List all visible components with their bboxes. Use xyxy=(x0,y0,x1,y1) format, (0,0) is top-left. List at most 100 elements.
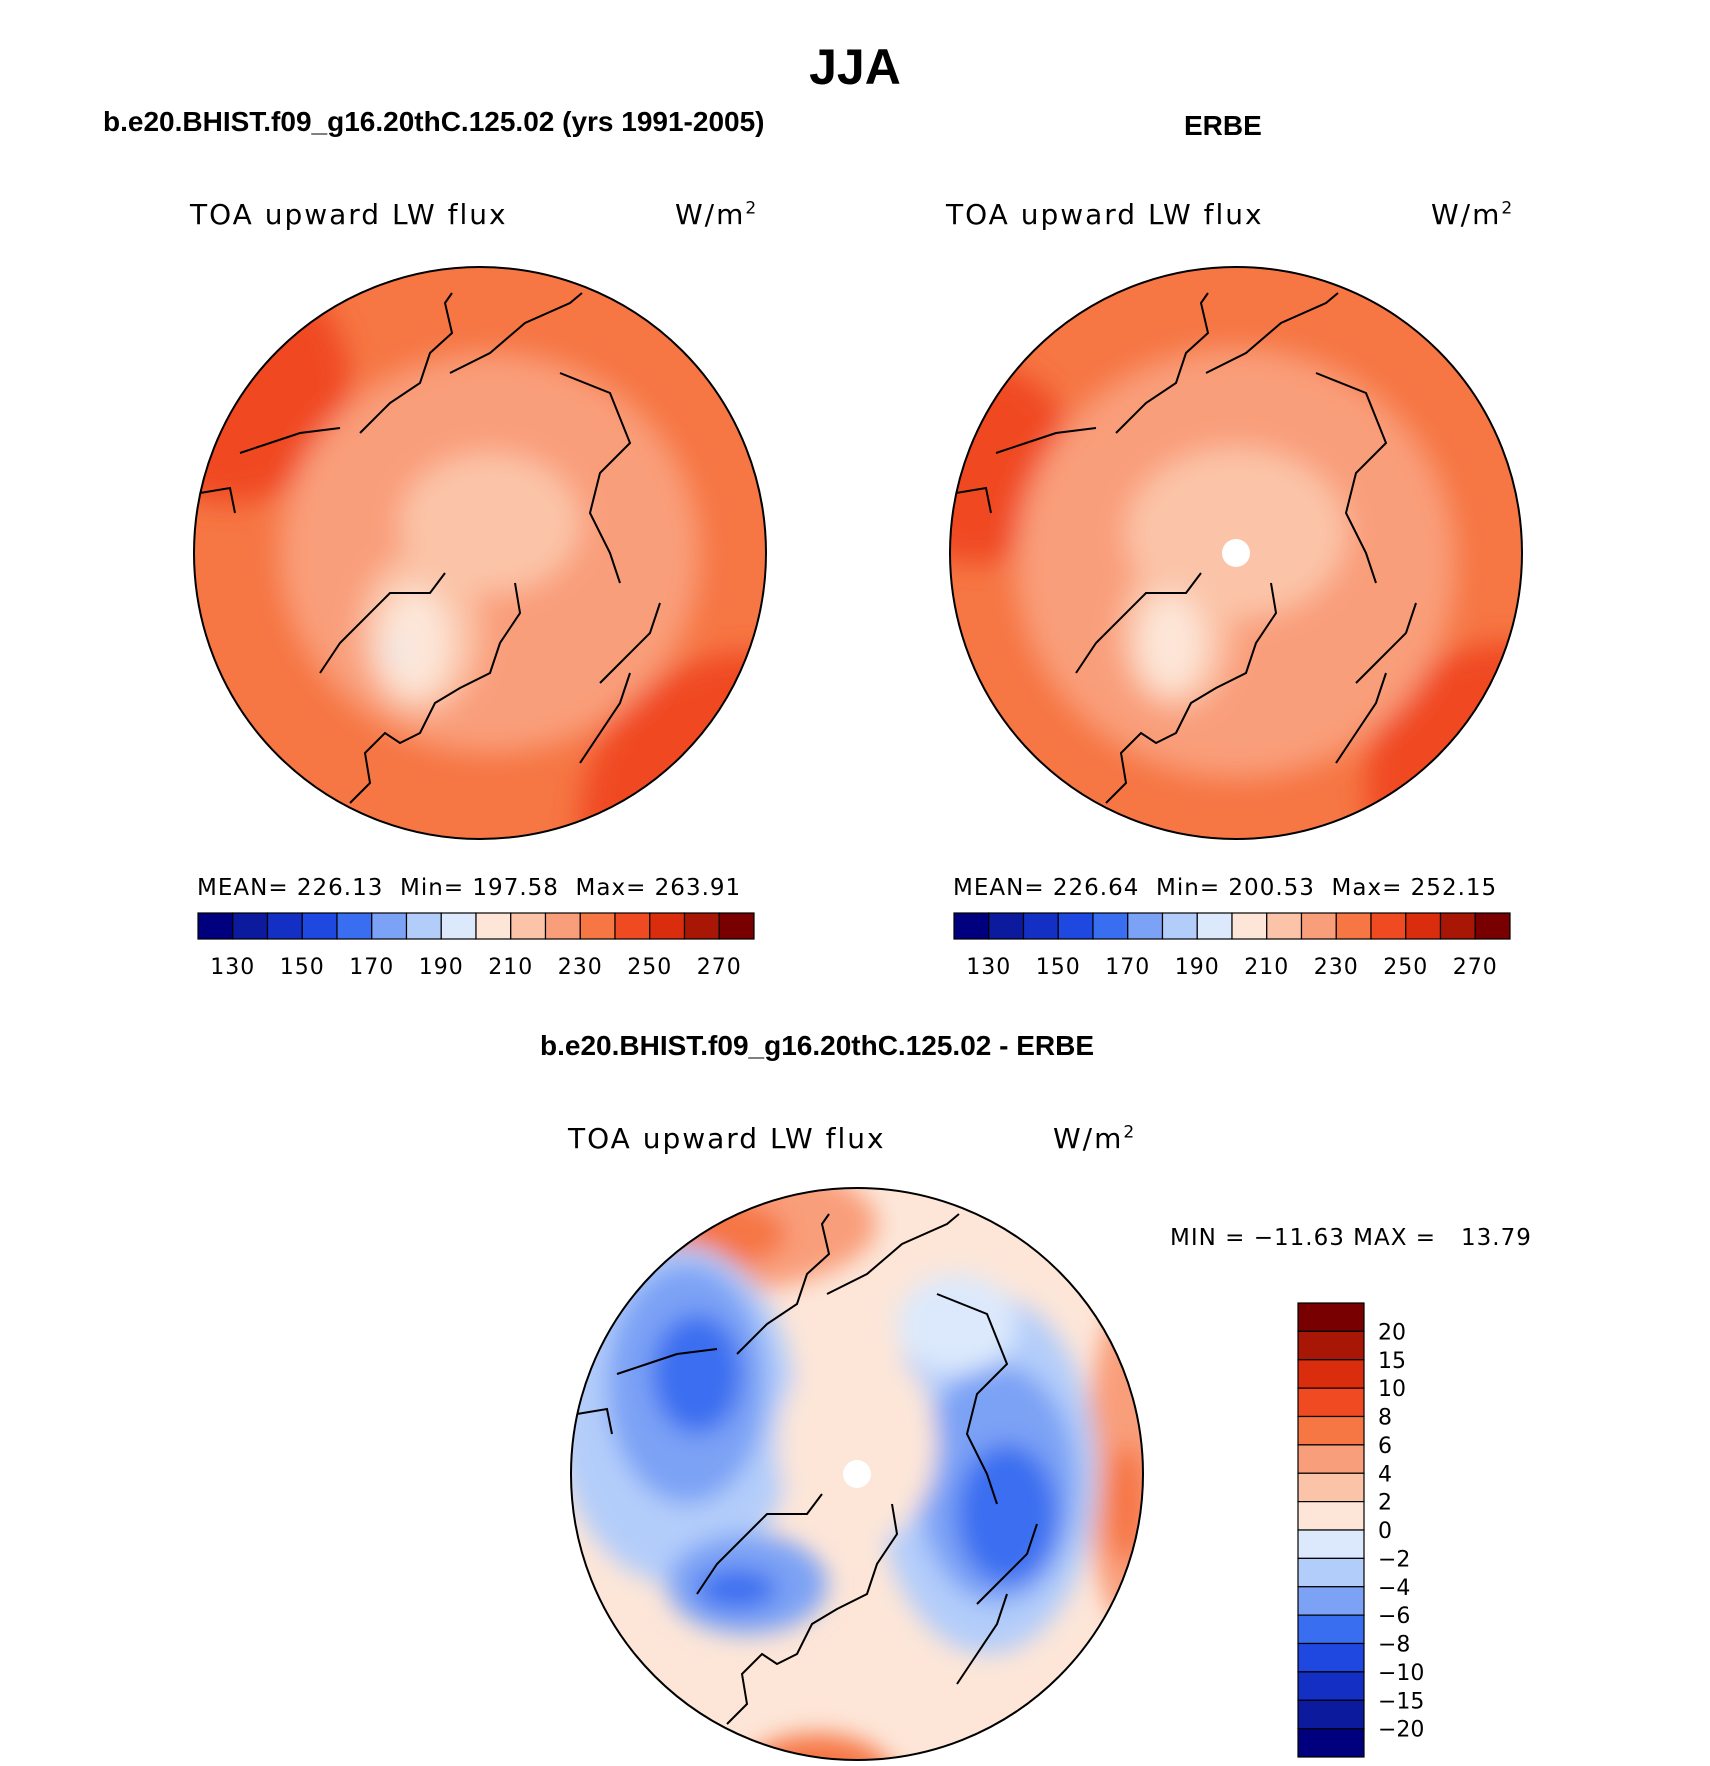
diff-field-arctic-pos xyxy=(777,1344,937,1544)
diff-field-america-neg-core xyxy=(652,1314,742,1434)
colorbar-tick-label: 8 xyxy=(1378,1406,1392,1431)
colorbar-swatch xyxy=(336,912,373,940)
colorbar-swatch xyxy=(1405,912,1442,940)
colorbar-swatch xyxy=(1297,1728,1365,1758)
colorbar-swatch xyxy=(579,912,616,940)
colorbar-swatch xyxy=(988,912,1025,940)
diff-map-border xyxy=(570,1187,1144,1761)
colorbar-tick-label: 6 xyxy=(1378,1434,1392,1459)
colorbar-swatch xyxy=(232,912,269,940)
model-case-title: b.e20.BHIST.f09_g16.20thC.125.02 (yrs 19… xyxy=(103,106,765,137)
diff-case-title: b.e20.BHIST.f09_g16.20thC.125.02 - ERBE xyxy=(540,1030,1095,1061)
colorbar-tick-label: 210 xyxy=(488,955,533,980)
colorbar-swatch xyxy=(1127,912,1164,940)
model-stats: MEAN= 226.13 Min= 197.58 Max= 263.91 xyxy=(197,875,742,901)
colorbar-tick-label: −4 xyxy=(1378,1576,1410,1601)
colorbar-swatch xyxy=(1297,1302,1365,1332)
obs-field-greenland-interior xyxy=(1139,593,1203,693)
model-polar-map xyxy=(193,266,767,840)
obs-variable-label: TOA upward LW flux xyxy=(946,198,1264,231)
model-units-label: W/m2 xyxy=(675,198,759,231)
colorbar-swatch xyxy=(1297,1642,1365,1673)
colorbar-tick-label: 270 xyxy=(1453,955,1498,980)
colorbar-swatch xyxy=(197,912,234,940)
model-variable-label: TOA upward LW flux xyxy=(190,198,508,231)
colorbar-swatch xyxy=(1297,1387,1365,1418)
obs-polar-map xyxy=(949,266,1523,840)
colorbar-swatch xyxy=(440,912,477,940)
colorbar-swatch xyxy=(1474,912,1511,940)
colorbar-tick-label: 270 xyxy=(697,955,742,980)
colorbar-tick-label: 250 xyxy=(1383,955,1428,980)
colorbar-swatch xyxy=(1297,1472,1365,1503)
colorbar-swatch xyxy=(405,912,442,940)
colorbar-tick-label: −6 xyxy=(1378,1604,1410,1629)
obs-units-label: W/m2 xyxy=(1431,198,1515,231)
obs-case-title: ERBE xyxy=(1184,110,1262,141)
colorbar-swatch xyxy=(1335,912,1372,940)
colorbar-swatch xyxy=(1297,1699,1365,1730)
colorbar-tick-label: 190 xyxy=(419,955,464,980)
model-map-border xyxy=(193,266,767,840)
colorbar-swatch xyxy=(953,912,990,940)
diff-field-eurasia-weak-neg xyxy=(897,1274,1017,1374)
colorbar-swatch xyxy=(475,912,512,940)
colorbar-tick-label: 230 xyxy=(1314,955,1359,980)
colorbar-tick-label: 230 xyxy=(558,955,603,980)
model-colorbar: 130 150 170 190 210 230 250 270 xyxy=(197,912,755,980)
obs-stats: MEAN= 226.64 Min= 200.53 Max= 252.15 xyxy=(953,875,1498,901)
colorbar-swatch xyxy=(1022,912,1059,940)
diff-minmax-label: MIN = −11.63 MAX = 13.79 xyxy=(1170,1225,1532,1251)
model-coastlines xyxy=(199,292,661,804)
colorbar-swatch xyxy=(544,912,581,940)
colorbar-swatch xyxy=(1161,912,1198,940)
diff-field-siberia-neg-core xyxy=(957,1444,1057,1584)
colorbar-tick-label: 130 xyxy=(210,955,255,980)
colorbar-swatch xyxy=(1297,1586,1365,1616)
colorbar-swatch xyxy=(1092,912,1129,940)
obs-colorbar: 130 150 170 190 210 230 250 270 xyxy=(953,912,1511,980)
colorbar-swatch xyxy=(1231,912,1268,940)
colorbar-swatch xyxy=(266,912,303,940)
obs-map-border xyxy=(949,266,1523,840)
diff-units-label: W/m2 xyxy=(1053,1122,1137,1155)
colorbar-tick-label: 15 xyxy=(1378,1349,1406,1374)
colorbar-tick-label: 20 xyxy=(1378,1320,1406,1345)
diff-polar-map xyxy=(570,1187,1144,1761)
colorbar-swatch xyxy=(1297,1330,1365,1361)
obs-field-missing-pole xyxy=(1222,539,1250,567)
colorbar-swatch xyxy=(1439,912,1476,940)
colorbar-swatch xyxy=(1297,1529,1365,1559)
colorbar-tick-label: −20 xyxy=(1378,1718,1424,1743)
diff-coastlines xyxy=(576,1213,1038,1725)
colorbar-tick-label: 0 xyxy=(1378,1519,1392,1544)
colorbar-swatch xyxy=(1297,1415,1365,1446)
colorbar-swatch xyxy=(1196,912,1233,940)
model-field-central-arctic xyxy=(400,453,580,593)
colorbar-tick-label: 130 xyxy=(966,955,1011,980)
colorbar-tick-label: 170 xyxy=(349,955,394,980)
colorbar-swatch xyxy=(1297,1359,1365,1389)
colorbar-swatch xyxy=(1297,1444,1365,1474)
colorbar-tick-label: 2 xyxy=(1378,1491,1392,1516)
colorbar-tick-label: 210 xyxy=(1244,955,1289,980)
colorbar-tick-label: 170 xyxy=(1105,955,1150,980)
colorbar-swatch xyxy=(510,912,547,940)
colorbar-swatch xyxy=(614,912,651,940)
colorbar-tick-label: 150 xyxy=(280,955,325,980)
colorbar-tick-label: −8 xyxy=(1378,1633,1410,1658)
model-field-greenland-min xyxy=(387,642,405,660)
colorbar-swatch xyxy=(1297,1557,1365,1588)
colorbar-tick-label: −2 xyxy=(1378,1547,1410,1572)
colorbar-swatch xyxy=(371,912,408,940)
colorbar-swatch xyxy=(1297,1501,1365,1531)
colorbar-swatch xyxy=(301,912,338,940)
colorbar-tick-label: 10 xyxy=(1378,1377,1406,1402)
colorbar-swatch xyxy=(1297,1671,1365,1701)
colorbar-tick-label: 250 xyxy=(627,955,672,980)
colorbar-swatch xyxy=(1057,912,1094,940)
colorbar-swatch xyxy=(718,912,755,940)
colorbar-swatch xyxy=(649,912,686,940)
main-title: JJA xyxy=(809,39,901,95)
